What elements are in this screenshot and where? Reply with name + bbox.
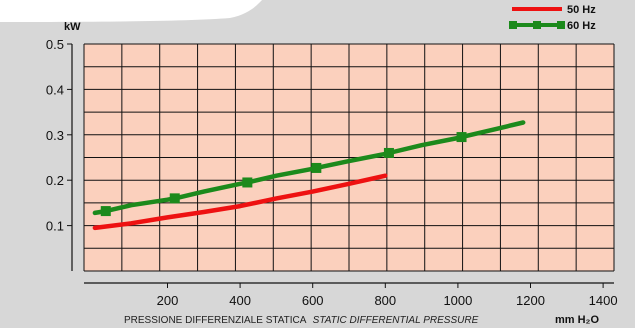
series-point-60hz	[169, 193, 180, 204]
chart-axes: 0.1 0.2 0.3 0.4 0.5 200 400 600 800 1000 1200 1400	[46, 37, 618, 308]
x-tick-label: 1200	[516, 293, 545, 308]
series-point-60hz	[456, 132, 467, 143]
series-point-60hz	[311, 162, 322, 173]
chart-series	[92, 120, 526, 231]
y-tick-label: 0.5	[46, 37, 64, 52]
y-tick-label: 0.1	[46, 219, 64, 234]
y-tick-label: 0.3	[46, 128, 64, 143]
x-tick-label: 1400	[589, 293, 618, 308]
x-tick-label: 400	[229, 293, 251, 308]
y-tick-label: 0.2	[46, 173, 64, 188]
legend-60hz-label: 60 Hz	[567, 20, 596, 32]
series-point-60hz	[100, 206, 111, 217]
series-point-60hz	[242, 177, 253, 188]
x-axis-label: PRESSIONE DIFFERENZIALE STATICA STATIC D…	[124, 315, 479, 326]
x-tick-label: 200	[157, 293, 179, 308]
legend-60hz-marker	[557, 21, 565, 29]
chart-grid	[83, 43, 615, 272]
series-point-60hz	[383, 147, 394, 158]
x-tick-label: 600	[302, 293, 324, 308]
legend: 50 Hz 60 Hz	[509, 4, 596, 32]
x-tick-label: 800	[374, 293, 396, 308]
legend-60hz-marker	[509, 21, 517, 29]
legend-60hz-marker	[533, 21, 541, 29]
y-tick-label: 0.4	[46, 82, 64, 97]
x-axis-unit: mm H₂O	[555, 314, 599, 326]
legend-50hz-label: 50 Hz	[567, 4, 596, 16]
x-tick-label: 1000	[443, 293, 472, 308]
series-line-50hz	[92, 173, 388, 231]
y-axis-unit: kW	[64, 21, 81, 33]
